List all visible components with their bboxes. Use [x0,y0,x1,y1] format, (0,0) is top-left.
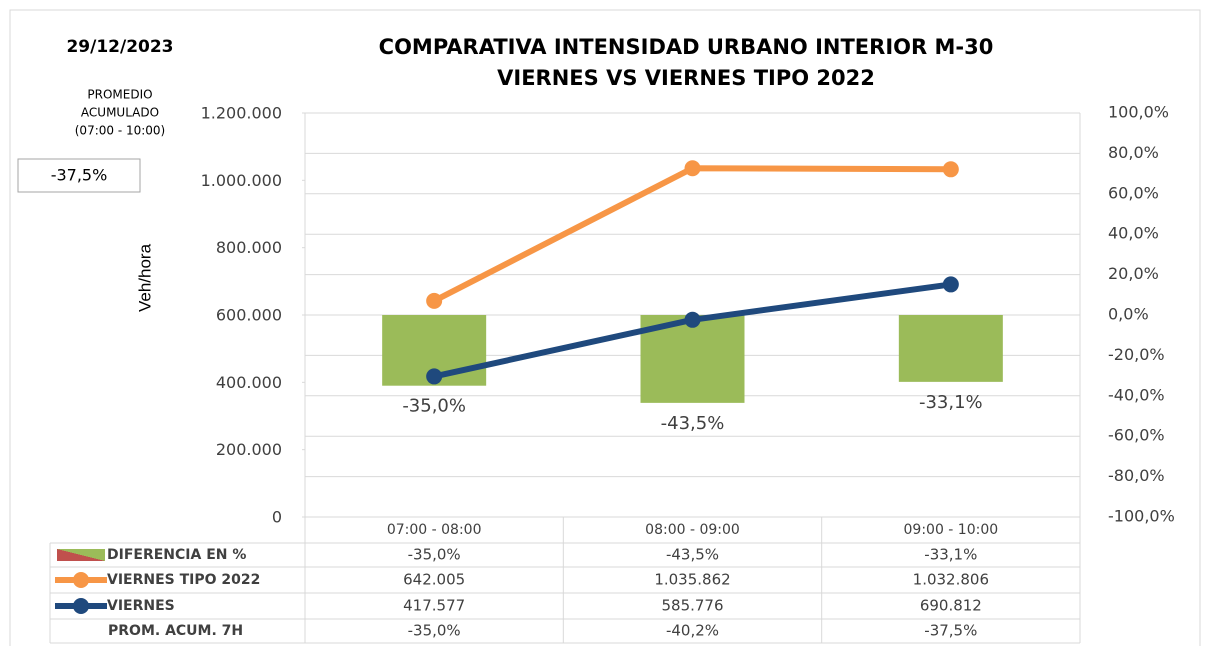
y2-tick-label: -80,0% [1108,466,1165,485]
table-cell: 1.032.806 [913,571,989,589]
y-tick-label: 800.000 [216,238,282,257]
table-cell: 642.005 [403,571,465,589]
table-cell: -37,5% [924,622,977,640]
legend-label: DIFERENCIA EN % [107,547,246,563]
table-cell: 417.577 [403,597,465,615]
table-cell: 1.035.862 [654,571,730,589]
legend-label: VIERNES [107,598,175,614]
marker [942,276,959,293]
y-tick-label: 400.000 [216,373,282,392]
y-tick-label: 600.000 [216,306,282,325]
bar [898,315,1003,382]
legend-key [73,598,89,614]
marker [684,160,701,177]
legend-key [57,549,105,561]
table-cell: 585.776 [661,597,723,615]
y-tick-label: 200.000 [216,440,282,459]
data-label: -43,5% [661,413,725,434]
table-cell: -35,0% [408,622,461,640]
summary-label: (07:00 - 10:00) [75,124,166,138]
summary-value: -37,5% [51,166,108,185]
y2-tick-label: -60,0% [1108,426,1165,445]
table-cell: -40,2% [666,622,719,640]
y2-tick-label: -100,0% [1108,507,1175,526]
summary-label: ACUMULADO [81,106,159,120]
y2-tick-label: -40,0% [1108,385,1165,404]
chart-subtitle: VIERNES VS VIERNES TIPO 2022 [497,66,875,90]
marker [684,311,701,328]
y2-tick-label: 0,0% [1108,305,1149,324]
summary-box [17,158,141,193]
legend-label: PROM. ACUM. 7H [108,623,243,639]
frame [9,9,1201,646]
legend-label: VIERNES TIPO 2022 [107,572,260,588]
marker [426,292,443,309]
chart-title: COMPARATIVA INTENSIDAD URBANO INTERIOR M… [379,35,994,59]
y2-tick-label: -20,0% [1108,345,1165,364]
table-cell: 690.812 [920,597,982,615]
y2-tick-label: 20,0% [1108,264,1159,283]
legend-key [73,572,89,588]
y2-tick-label: 40,0% [1108,224,1159,243]
x-tick-label: 09:00 - 10:00 [904,522,999,538]
y-axis-label: Veh/hora [135,243,154,312]
y-tick-label: 0 [272,508,282,527]
y2-tick-label: 60,0% [1108,183,1159,202]
y2-tick-label: 100,0% [1108,103,1169,122]
table-cell: -35,0% [408,546,461,564]
date: 29/12/2023 [66,37,173,57]
y-tick-label: 1.200.000 [201,104,282,123]
summary-label: PROMEDIO [87,88,152,102]
marker [426,368,443,385]
x-tick-label: 07:00 - 08:00 [387,522,482,538]
table-cell: -43,5% [666,546,719,564]
marker [942,161,959,178]
data-label: -33,1% [919,392,983,413]
table-cell: -33,1% [924,546,977,564]
x-tick-label: 08:00 - 09:00 [645,522,740,538]
y-tick-label: 1.000.000 [201,171,282,190]
data-label: -35,0% [402,396,466,417]
y2-tick-label: 80,0% [1108,143,1159,162]
